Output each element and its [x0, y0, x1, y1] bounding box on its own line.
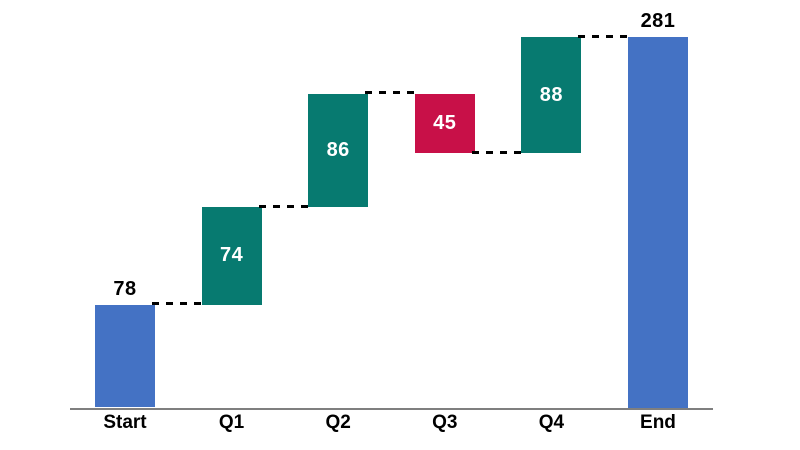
connector-start-to-q1: [152, 302, 205, 306]
bar-q3: 45: [414, 93, 475, 154]
connector-q1-to-q2: [258, 204, 312, 208]
category-label-q1: Q1: [218, 412, 245, 433]
value-label-q1: 74: [219, 244, 244, 267]
category-label-q3: Q3: [432, 412, 458, 433]
category-label-q2: Q2: [325, 412, 351, 433]
bar-end: [628, 37, 688, 408]
category-label-end: End: [640, 412, 676, 433]
bar-start: [95, 304, 155, 408]
value-label-start: 78: [113, 277, 137, 300]
value-label-q4: 88: [539, 83, 564, 106]
bar-q1: 74: [201, 207, 262, 305]
bar-q2: 86: [308, 93, 369, 208]
value-label-end: 281: [640, 10, 676, 32]
category-label-start: Start: [103, 412, 147, 433]
bar-q4: 88: [521, 37, 582, 154]
connector-q2-to-q3: [365, 91, 418, 95]
value-label-q2: 86: [326, 138, 350, 161]
connector-q4-to-end: [578, 34, 631, 38]
x-axis-line: [70, 407, 713, 410]
category-label-q4: Q4: [538, 412, 565, 433]
value-label-q3: 45: [433, 111, 457, 134]
connector-q3-to-q4: [471, 150, 525, 154]
